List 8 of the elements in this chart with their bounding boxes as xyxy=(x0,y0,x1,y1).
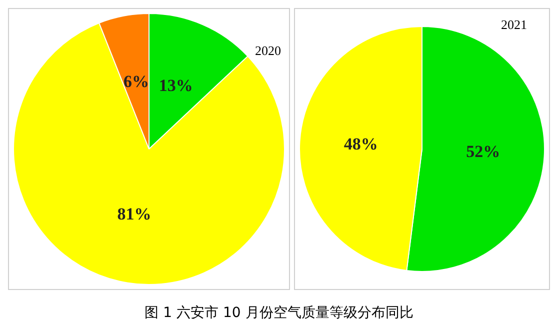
caption: 图 1 六安市 10 月份空气质量等级分布同比 xyxy=(144,304,414,322)
text: 2020 xyxy=(255,43,281,59)
chart-title: 2021 xyxy=(501,17,527,33)
data-label: 48% xyxy=(344,134,378,154)
data-label: 81% xyxy=(117,204,152,224)
data-label: 52% xyxy=(466,142,500,162)
data-label: 6% xyxy=(124,72,150,91)
data-label: 13% xyxy=(158,76,193,96)
